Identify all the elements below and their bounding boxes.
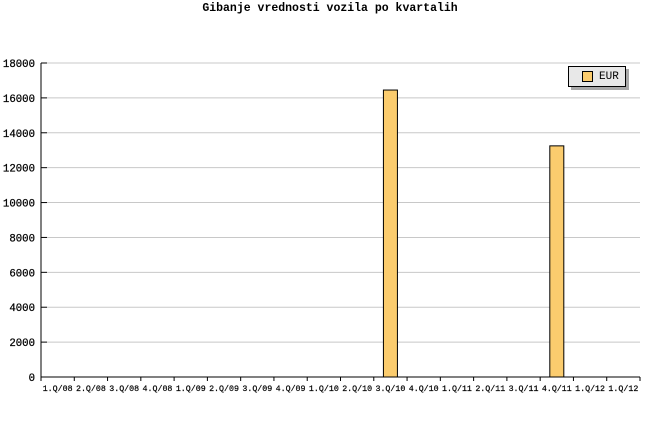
svg-text:4000: 4000 (9, 303, 35, 315)
svg-text:6000: 6000 (9, 268, 35, 280)
svg-text:16000: 16000 (3, 94, 35, 106)
svg-text:4.Q/08: 4.Q/08 (143, 384, 173, 394)
svg-text:3.Q/08: 3.Q/08 (109, 384, 139, 394)
svg-text:0: 0 (29, 373, 35, 385)
svg-text:10000: 10000 (3, 199, 35, 211)
svg-text:3.Q/10: 3.Q/10 (375, 384, 405, 394)
svg-text:1.Q/10: 1.Q/10 (309, 384, 339, 394)
svg-text:1.Q/09: 1.Q/09 (176, 384, 206, 394)
svg-text:2.Q/09: 2.Q/09 (209, 384, 239, 394)
svg-text:18000: 18000 (3, 59, 35, 71)
svg-text:8000: 8000 (9, 233, 35, 245)
svg-text:2.Q/08: 2.Q/08 (76, 384, 106, 394)
svg-text:3.Q/09: 3.Q/09 (242, 384, 272, 394)
svg-text:1.Q/12: 1.Q/12 (608, 384, 638, 394)
svg-text:4.Q/10: 4.Q/10 (409, 384, 439, 394)
svg-text:1.Q/12: 1.Q/12 (575, 384, 605, 394)
svg-text:3.Q/11: 3.Q/11 (509, 384, 539, 394)
svg-text:2000: 2000 (9, 338, 35, 350)
svg-text:1.Q/08: 1.Q/08 (43, 384, 73, 394)
svg-text:12000: 12000 (3, 164, 35, 176)
svg-text:1.Q/11: 1.Q/11 (442, 384, 472, 394)
svg-text:2.Q/11: 2.Q/11 (475, 384, 505, 394)
svg-text:4.Q/09: 4.Q/09 (276, 384, 306, 394)
svg-text:4.Q/11: 4.Q/11 (542, 384, 572, 394)
svg-text:2.Q/10: 2.Q/10 (342, 384, 372, 394)
svg-text:14000: 14000 (3, 129, 35, 141)
